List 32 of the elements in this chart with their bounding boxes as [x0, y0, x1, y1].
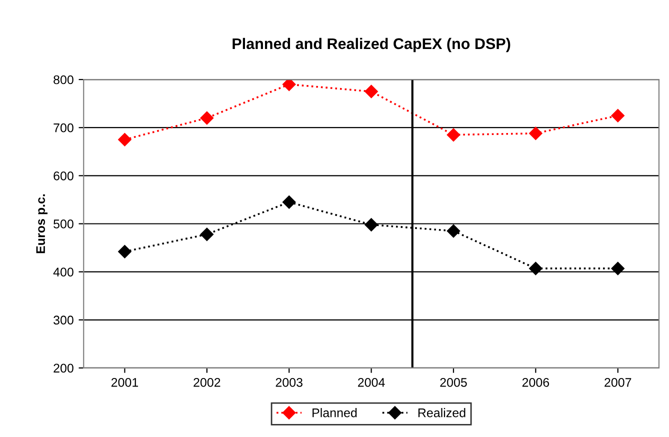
point	[200, 228, 214, 241]
legend-label: Realized	[418, 408, 466, 418]
point	[118, 133, 132, 146]
point	[282, 196, 296, 209]
point	[529, 126, 542, 140]
point	[446, 224, 460, 238]
point	[364, 218, 378, 232]
x-tick-label: 2007	[604, 378, 632, 387]
point	[611, 109, 624, 122]
point	[364, 84, 378, 98]
x-tick-label: 2003	[276, 378, 302, 387]
point	[118, 245, 132, 258]
point	[446, 128, 460, 142]
x-tick-label: 2005	[440, 378, 467, 387]
y-tick-label: 200	[54, 364, 74, 373]
y-tick-label: 700	[54, 123, 74, 132]
y-axis-title: Euros p.c.	[36, 194, 48, 254]
point	[529, 262, 542, 276]
y-tick-label: 800	[54, 75, 74, 84]
x-tick-label: 2001	[111, 378, 138, 387]
point	[611, 262, 624, 276]
legend-label: Planned	[312, 408, 357, 418]
x-tick-label: 2002	[194, 378, 220, 387]
y-tick-label: 300	[54, 316, 74, 325]
x-tick-label: 2004	[358, 378, 385, 387]
point	[282, 80, 296, 91]
y-tick-label: 400	[53, 268, 74, 276]
x-tick-label: 2006	[522, 378, 550, 387]
point	[200, 111, 214, 125]
y-tick-label: 600	[54, 171, 74, 180]
y-tick-label: 500	[54, 220, 74, 228]
chart-title: Planned and Realized CapEX (no DSP)	[232, 38, 510, 52]
